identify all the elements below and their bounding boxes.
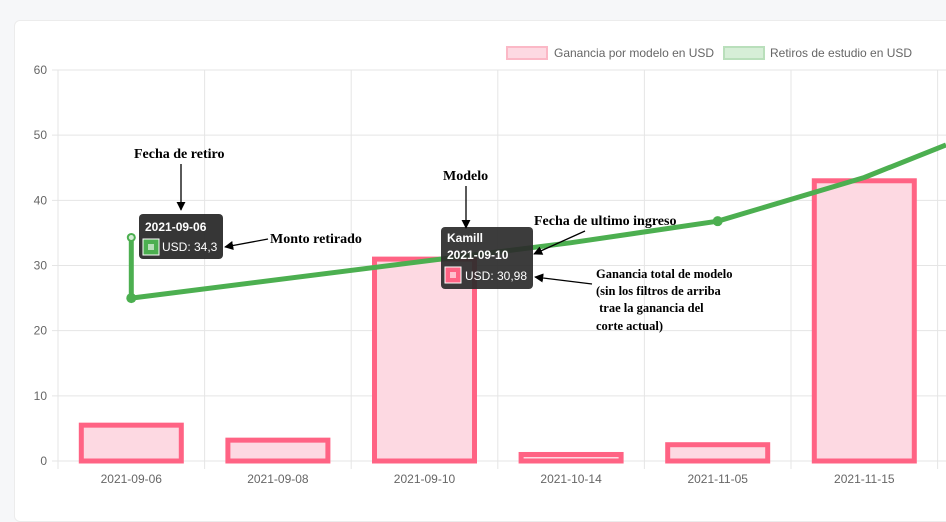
bar-4: [665, 442, 771, 464]
tooltip-retiro-title: 2021-09-06: [145, 220, 207, 234]
x-tick-label-1: 2021-09-08: [247, 472, 309, 486]
bar-3: [518, 451, 624, 464]
x-tick-label-3: 2021-10-14: [540, 472, 602, 486]
bars: [78, 178, 917, 464]
series-line: [128, 142, 946, 301]
y-tick-label-5: 50: [34, 128, 48, 142]
annotation-ganancia-line-4: corte actual): [596, 319, 663, 333]
y-tick-label-4: 40: [34, 193, 48, 207]
arrow-ganancia: [534, 273, 593, 285]
bar-5: [811, 178, 917, 464]
tooltip-modelo-value: USD: 30,98: [465, 269, 527, 283]
y-tick-label-3: 30: [34, 259, 48, 273]
legend-swatch-line: [723, 46, 765, 60]
y-tick-label-2: 20: [34, 324, 48, 338]
x-tick-label-4: 2021-11-05: [687, 472, 748, 486]
legend: Ganancia por modelo en USD Retiros de es…: [506, 46, 912, 60]
bar-1: [225, 437, 331, 464]
annotation-ganancia-line-2: (sin los filtros de arriba: [596, 284, 722, 298]
line-point-1: [126, 293, 137, 304]
tooltip-retiro: 2021-09-06 USD: 34,3: [139, 214, 223, 259]
annotation-fecha-retiro: Fecha de retiro: [134, 147, 224, 162]
tooltip-modelo-subtitle: Kamill: [447, 231, 483, 245]
tooltip-modelo: Kamill 2021-09-10 USD: 30,98: [441, 227, 533, 289]
arrow-fecha-ultimo: [533, 230, 586, 255]
line-series: [126, 142, 946, 304]
annotation-ganancia-line-1: Ganancia total de modelo: [596, 267, 732, 281]
tooltip-modelo-title: 2021-09-10: [447, 248, 509, 262]
y-tick-label-0: 0: [40, 454, 47, 468]
y-tick-label-1: 10: [34, 389, 48, 403]
legend-swatch-bars: [506, 46, 548, 60]
annotation-monto-retirado: Monto retirado: [270, 232, 362, 247]
legend-label-line[interactable]: Retiros de estudio en USD: [770, 46, 912, 60]
bar-2: [372, 256, 477, 464]
x-tick-label-5: 2021-11-15: [834, 472, 895, 486]
annotation-ganancia-line-3: trae la ganancia del: [596, 301, 704, 315]
axis-ticks: 0 10 20 30 40 50 60 2021-09-06 2021-09-08 2021-09…: [34, 63, 895, 486]
chart-svg: 0 10 20 30 40 50 60 2021-09-06 2021-09-08 2021-09…: [34, 46, 946, 486]
line-point-3: [712, 216, 723, 227]
x-tick-label-2: 2021-09-10: [394, 472, 456, 486]
arrow-monto-retirado: [224, 238, 269, 250]
tooltip-retiro-value: USD: 34,3: [162, 240, 218, 254]
y-tick-label-6: 60: [34, 63, 48, 77]
annotation-fecha-ultimo: Fecha de ultimo ingreso: [534, 214, 676, 229]
bar-0: [78, 422, 184, 464]
annotations: Fecha de retiro Monto retirado Modelo Fe…: [134, 147, 732, 333]
legend-label-bars[interactable]: Ganancia por modelo en USD: [554, 46, 714, 60]
annotation-modelo: Modelo: [443, 169, 488, 184]
line-point-0: [126, 232, 136, 242]
x-tick-label-0: 2021-09-06: [101, 472, 163, 486]
